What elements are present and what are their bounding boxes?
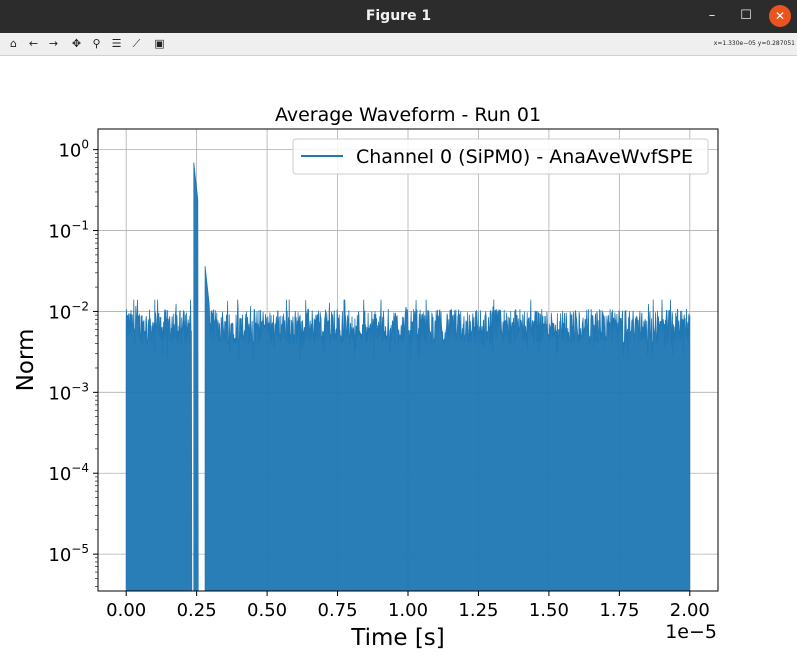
navigation-toolbar: ⌂ ← → ✥ ⚲ ☰ ⟋ ▣ x=1.330e−05 y=0.287051 — [0, 33, 797, 56]
window-titlebar: Figure 1 – ☐ ✕ — [0, 0, 797, 33]
x-tick-label: 1.25 — [458, 600, 498, 621]
x-tick-label: 0.00 — [106, 600, 146, 621]
subplots-icon: ☰ — [111, 37, 122, 50]
zoom-button[interactable]: ⚲ — [88, 36, 105, 52]
minimize-button[interactable]: – — [708, 8, 716, 23]
cursor-coordinates: x=1.330e−05 y=0.287051 — [713, 40, 795, 47]
plot-area — [125, 162, 691, 592]
pan-icon: ✥ — [71, 37, 82, 50]
y-tick-label: 10−3 — [48, 380, 89, 404]
close-button[interactable]: ✕ — [769, 5, 791, 27]
y-tick-label: 10−4 — [48, 461, 89, 485]
legend-box — [292, 138, 709, 175]
save-icon: ▣ — [154, 37, 165, 50]
x-axis-label: Time [s] — [350, 625, 445, 651]
zoom-icon: ⚲ — [92, 37, 101, 50]
forward-icon: → — [48, 37, 59, 50]
y-tick-label: 100 — [58, 138, 89, 162]
x-tick-label: 1.00 — [388, 600, 428, 621]
y-tick-label: 10−1 — [48, 219, 89, 243]
y-axis-ticks: 100 10−1 10−2 10−3 10−4 10−5 — [48, 138, 98, 587]
x-tick-label: 0.25 — [177, 600, 217, 621]
edit-curves-icon: ⟋ — [132, 37, 141, 50]
subplots-button[interactable]: ☰ — [108, 36, 125, 52]
y-tick-label: 10−5 — [48, 542, 89, 566]
x-tick-label: 1.50 — [529, 600, 569, 621]
back-icon: ← — [28, 37, 39, 50]
series-channel-0-waveform — [125, 162, 691, 592]
x-tick-label: 0.50 — [247, 600, 287, 621]
x-axis-offset-label: 1e−5 — [665, 621, 717, 643]
x-axis-ticks: 0.00 0.25 0.50 0.75 1.00 1.25 1.50 1.75 2.00 — [106, 591, 710, 621]
x-tick-label: 1.75 — [599, 600, 639, 621]
save-button[interactable]: ▣ — [151, 36, 168, 52]
y-tick-label: 10−2 — [48, 299, 89, 323]
edit-curves-button[interactable]: ⟋ — [128, 36, 145, 52]
pan-button[interactable]: ✥ — [68, 36, 85, 52]
home-icon: ⌂ — [10, 37, 17, 50]
back-button[interactable]: ← — [25, 36, 42, 52]
chart-title: Average Waveform - Run 01 — [275, 104, 541, 126]
maximize-button[interactable]: ☐ — [740, 8, 752, 23]
x-tick-label: 2.00 — [670, 600, 710, 621]
window-title: Figure 1 — [365, 8, 432, 24]
legend: Channel 0 (SiPM0) - AnaAveWvfSPE — [292, 138, 709, 175]
x-tick-label: 0.75 — [318, 600, 358, 621]
legend-entry: Channel 0 (SiPM0) - AnaAveWvfSPE — [356, 146, 693, 168]
forward-button[interactable]: → — [45, 36, 62, 52]
home-button[interactable]: ⌂ — [5, 36, 22, 52]
y-axis-label: Norm — [13, 329, 39, 392]
